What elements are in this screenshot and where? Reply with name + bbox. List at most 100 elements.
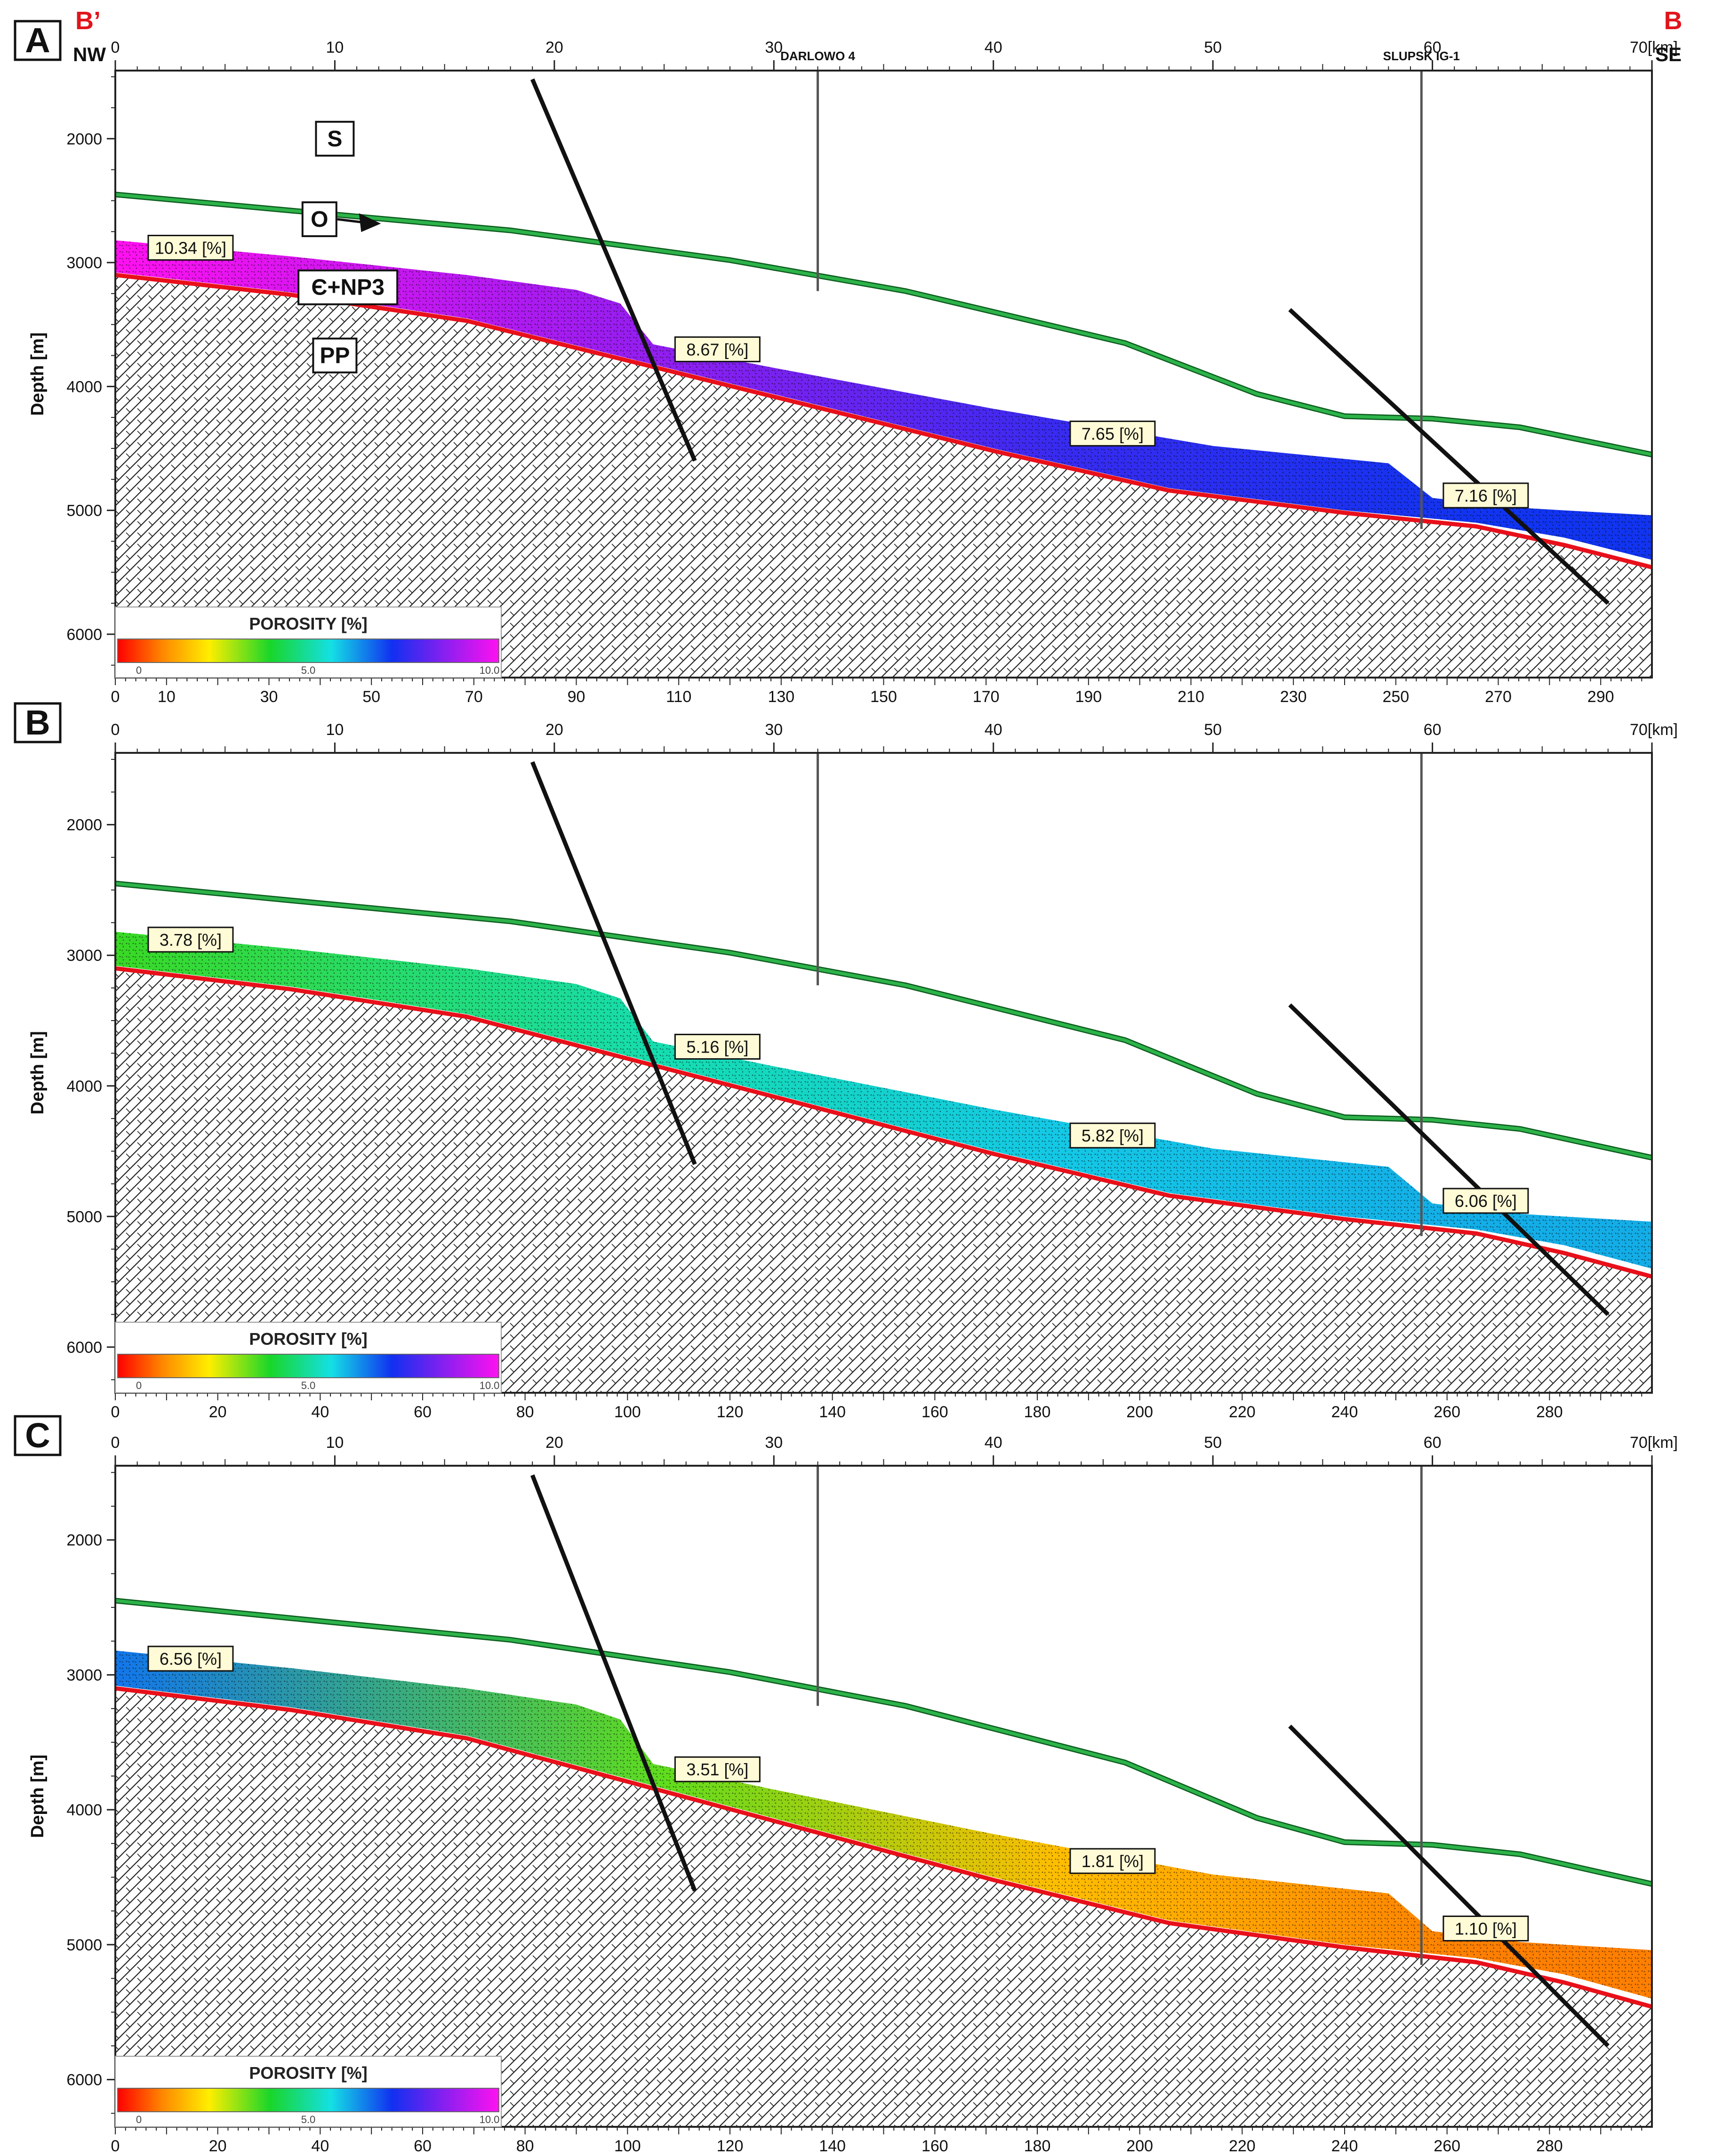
km-tick-label: 50 bbox=[1204, 39, 1222, 56]
stratum-label-text: O bbox=[311, 207, 328, 232]
direction-end-label: SE bbox=[1655, 43, 1682, 65]
depth-tick-label: 4000 bbox=[66, 1078, 102, 1095]
cdp-tick-label: 90 bbox=[568, 688, 585, 706]
stratum-label-box bbox=[315, 120, 355, 157]
porosity-value-label: 7.65 [%] bbox=[1069, 420, 1156, 447]
cdp-tick-label: 230 bbox=[1280, 688, 1307, 706]
stratum-label-text: PP bbox=[320, 343, 350, 368]
depth-axis-label: Depth [m] bbox=[28, 332, 48, 415]
porosity-label-text: 6.56 [%] bbox=[160, 1649, 222, 1669]
km-tick-label: 30 bbox=[765, 39, 783, 56]
cdp-tick-label: 160 bbox=[922, 2137, 948, 2154]
cdp-tick-label: 0 bbox=[111, 2137, 120, 2154]
cdp-tick-label: 50 bbox=[362, 688, 380, 706]
cdp-tick-label: 120 bbox=[717, 2137, 744, 2154]
km-axis-end-label: 70[km] bbox=[1630, 39, 1678, 56]
depth-tick-label: 5000 bbox=[66, 502, 102, 520]
porosity-label-text: 1.81 [%] bbox=[1082, 1852, 1144, 1871]
stratum-label-ordovician: O bbox=[301, 201, 337, 237]
km-tick-label: 40 bbox=[985, 39, 1002, 56]
cdp-tick-label: 240 bbox=[1331, 2137, 1358, 2154]
panel-letter-box bbox=[14, 20, 62, 61]
ordovician-top-line bbox=[115, 1599, 1652, 1886]
legend-mid: 5.0 bbox=[301, 2114, 316, 2125]
porosity-value-label: 7.16 [%] bbox=[1443, 482, 1529, 509]
km-tick-label: 10 bbox=[326, 721, 344, 739]
cdp-tick-label: 180 bbox=[1024, 1403, 1051, 1421]
cdp-tick-label: 290 bbox=[1587, 688, 1614, 706]
panel-b: 3.78 [%] 5.16 [%] 5.82 [%] 6.06 [%] 0 10 20 30 4… bbox=[14, 702, 1678, 1421]
porosity-label-box bbox=[147, 1645, 234, 1672]
cdp-tick-label: 110 bbox=[666, 688, 691, 706]
porosity-label-text: 10.34 [%] bbox=[155, 238, 226, 257]
porosity-label-box bbox=[1069, 1122, 1156, 1149]
depth-tick-label: 4000 bbox=[66, 1801, 102, 1819]
depth-tick-label: 2000 bbox=[66, 816, 102, 834]
cdp-tick-label: 140 bbox=[819, 2137, 846, 2154]
legend-title: POROSITY [%] bbox=[249, 2063, 367, 2083]
panel-letter-text: C bbox=[25, 1416, 50, 1455]
km-tick-label: 60 bbox=[1424, 39, 1442, 56]
km-tick-label: 20 bbox=[545, 721, 563, 739]
porosity-label-text: 7.16 [%] bbox=[1455, 486, 1517, 505]
cdp-tick-label: 20 bbox=[209, 2137, 227, 2154]
cdp-tick-label: 100 bbox=[614, 2137, 641, 2154]
km-tick-label: 40 bbox=[985, 1434, 1002, 1452]
legend-min: 0 bbox=[136, 1380, 142, 1391]
stratum-label-precambrian: PP bbox=[312, 337, 358, 374]
legend-min: 0 bbox=[136, 2114, 142, 2125]
depth-tick-label: 3000 bbox=[66, 947, 102, 965]
panel-a-annotations: B’ NW B SE DARLOWO 4 SLUPSK IG-1 S O Є+NP3 PP bbox=[73, 7, 1683, 374]
basement-hatch bbox=[115, 275, 1652, 678]
stratum-label-box bbox=[312, 337, 358, 374]
porosity-value-label: 6.06 [%] bbox=[1443, 1188, 1529, 1214]
porosity-label-text: 1.10 [%] bbox=[1455, 1919, 1517, 1939]
cambrian-texture bbox=[115, 932, 1652, 1269]
cdp-tick-label: 160 bbox=[922, 1403, 948, 1421]
porosity-value-label: 1.10 [%] bbox=[1443, 1916, 1529, 1941]
basement-hatch bbox=[115, 968, 1652, 1393]
basement-top-line bbox=[115, 966, 1652, 1279]
cdp-tick-label: 240 bbox=[1331, 1403, 1358, 1421]
km-tick-label: 10 bbox=[326, 39, 344, 56]
stratum-label-text: Є+NP3 bbox=[311, 275, 385, 300]
porosity-label-text: 7.65 [%] bbox=[1082, 424, 1144, 443]
panel-plot-area bbox=[115, 1466, 1652, 2127]
km-tick-label: 0 bbox=[111, 39, 120, 56]
cdp-tick-label: 220 bbox=[1229, 1403, 1256, 1421]
depth-tick-label: 6000 bbox=[66, 1339, 102, 1357]
km-tick-label: 20 bbox=[545, 39, 563, 56]
fault-line bbox=[1288, 1725, 1610, 2048]
porosity-label-text: 8.67 [%] bbox=[686, 340, 748, 359]
legend-max: 10.0 bbox=[480, 2114, 500, 2125]
km-tick-label: 30 bbox=[765, 1434, 783, 1452]
cdp-tick-label: 200 bbox=[1126, 1403, 1153, 1421]
depth-tick-label: 6000 bbox=[66, 626, 102, 644]
cambrian-texture bbox=[115, 1650, 1652, 1999]
porosity-label-text: 6.06 [%] bbox=[1455, 1191, 1517, 1211]
porosity-legend: POROSITY [%] 0 5.0 10.0 bbox=[115, 607, 502, 678]
porosity-label-text: 3.78 [%] bbox=[160, 930, 222, 950]
cdp-tick-label: 210 bbox=[1178, 688, 1204, 706]
basement-top-line bbox=[115, 272, 1652, 570]
stratum-label-text: S bbox=[327, 127, 342, 152]
stratum-label-cambrian: Є+NP3 bbox=[297, 269, 399, 305]
porosity-label-box bbox=[1069, 420, 1156, 447]
cdp-tick-label: 280 bbox=[1536, 2137, 1563, 2154]
km-axis-end-label: 70[km] bbox=[1630, 1434, 1678, 1452]
well-label-slupsk-ig1: SLUPSK IG-1 bbox=[1383, 49, 1460, 63]
panel-letter-box bbox=[14, 1415, 62, 1456]
cdp-tick-label: 260 bbox=[1434, 2137, 1460, 2154]
km-axis-end-label: 70[km] bbox=[1630, 721, 1678, 739]
km-tick-label: 60 bbox=[1424, 1434, 1442, 1452]
ordovician-top-line bbox=[115, 192, 1652, 456]
depth-tick-label: 4000 bbox=[66, 378, 102, 396]
cdp-tick-label: 170 bbox=[973, 688, 1000, 706]
cdp-tick-label: 220 bbox=[1229, 2137, 1256, 2154]
km-tick-label: 10 bbox=[326, 1434, 344, 1452]
porosity-label-box bbox=[147, 234, 234, 261]
porosity-label-box bbox=[674, 1756, 761, 1782]
km-tick-label: 50 bbox=[1204, 1434, 1222, 1452]
porosity-value-label: 5.82 [%] bbox=[1069, 1122, 1156, 1149]
stratum-label-silurian: S bbox=[315, 120, 355, 157]
